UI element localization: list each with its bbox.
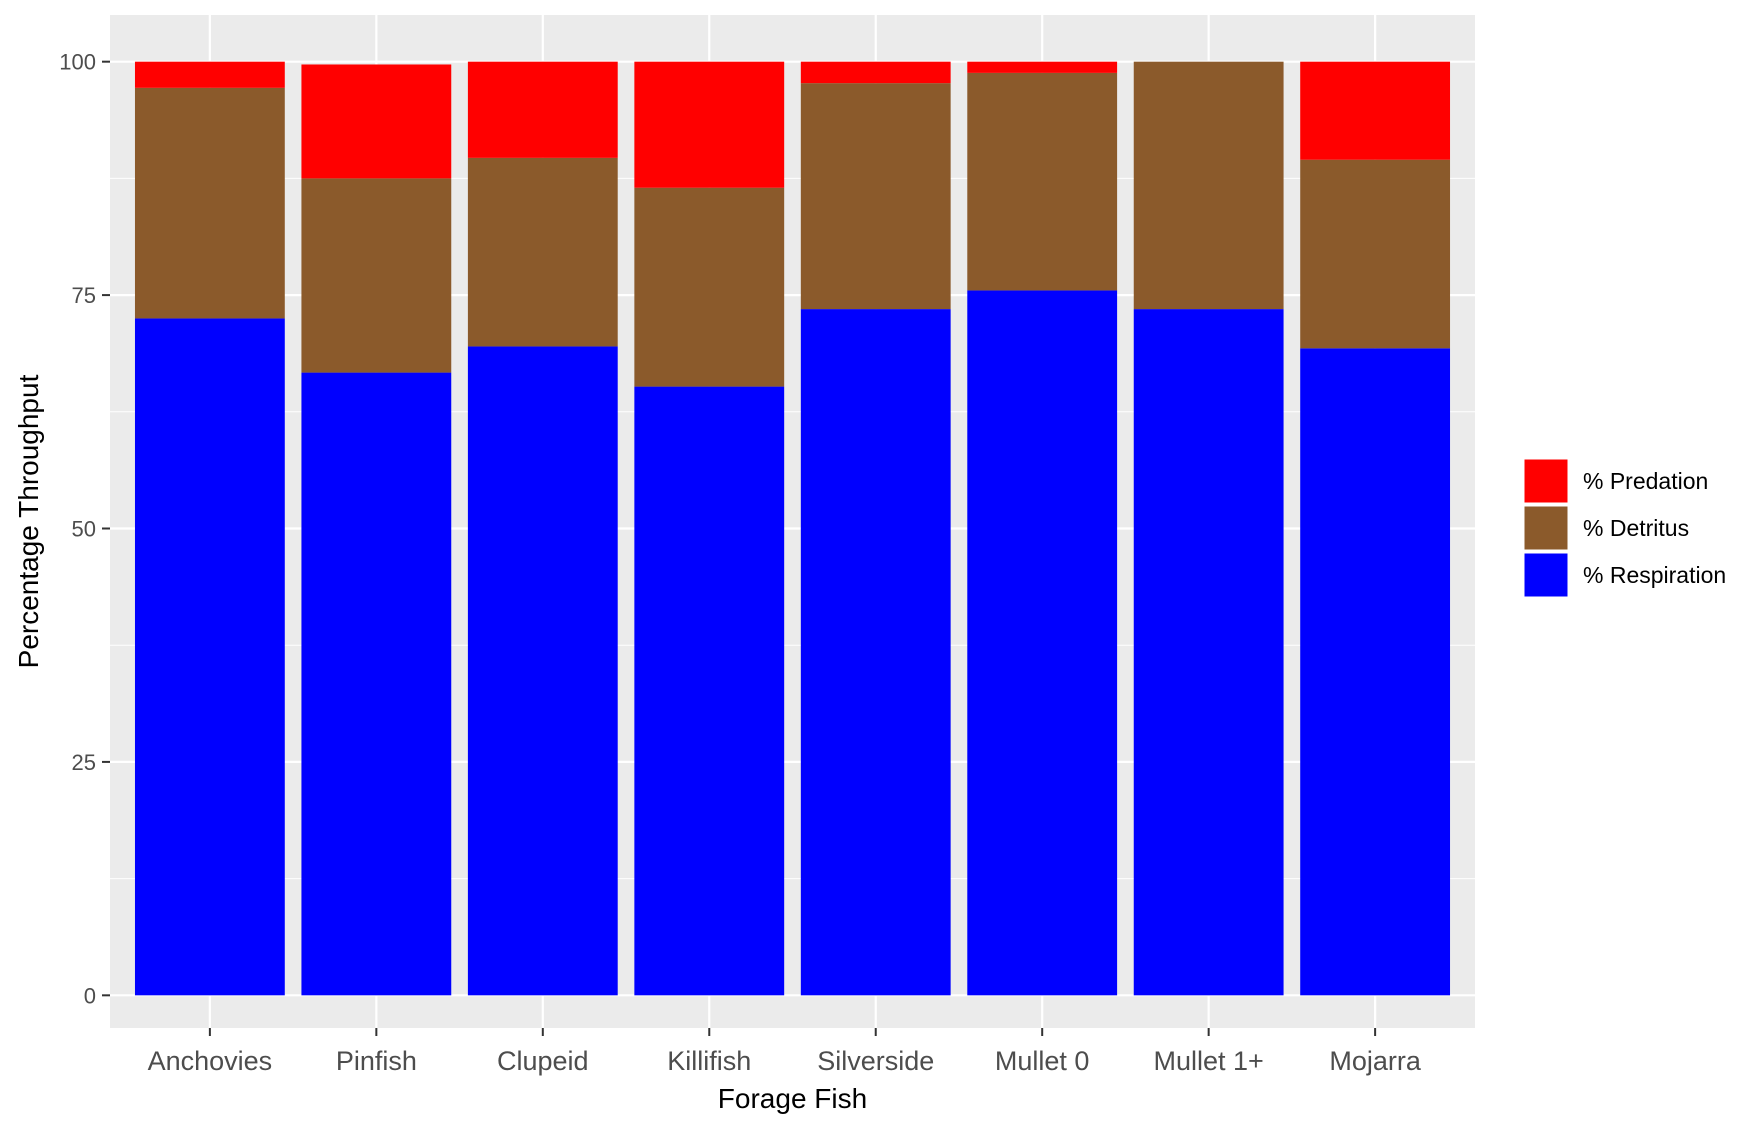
legend-label: % Predation	[1583, 468, 1708, 494]
bar-segment-mullet-0-respiration	[967, 290, 1118, 996]
x-tick-label: Anchovies	[148, 1046, 273, 1076]
bar-segment-mullet-0-predation	[967, 61, 1118, 73]
bar-segment-silverside-predation	[800, 61, 951, 84]
y-tick-label: 0	[84, 983, 96, 1008]
x-tick-label: Mullet 1+	[1154, 1046, 1264, 1076]
bar-segment-pinfish-respiration	[301, 372, 452, 996]
legend-key-predation	[1523, 458, 1569, 504]
bar-segment-anchovies-respiration	[134, 318, 285, 996]
bar-segment-pinfish-detritus	[301, 178, 452, 373]
legend-key-respiration	[1523, 552, 1569, 598]
bar-segment-mullet-1--respiration	[1133, 309, 1284, 996]
bars	[134, 61, 1451, 996]
legend-label: % Respiration	[1583, 562, 1726, 588]
bar-segment-silverside-detritus	[800, 83, 951, 310]
bar-segment-killifish-predation	[634, 61, 785, 188]
bar-segment-mojarra-detritus	[1300, 159, 1451, 349]
bar-segment-killifish-respiration	[634, 386, 785, 996]
y-tick-label: 100	[59, 50, 96, 75]
bar-segment-silverside-respiration	[800, 309, 951, 996]
y-axis-title: Percentage Throughput	[13, 374, 44, 668]
legend-key-detritus	[1523, 505, 1569, 551]
bar-segment-pinfish-predation	[301, 64, 452, 179]
x-tick-label: Mullet 0	[995, 1046, 1090, 1076]
bar-segment-clupeid-predation	[467, 61, 618, 158]
bar-segment-clupeid-detritus	[467, 157, 618, 347]
axes: Anchovies Pinfish Clupeid Killifish Silversi…	[59, 50, 1422, 1076]
y-tick-label: 50	[72, 517, 96, 542]
y-tick-label: 75	[72, 283, 96, 308]
bar-segment-mullet-0-detritus	[967, 72, 1118, 291]
bar-segment-anchovies-detritus	[134, 87, 285, 319]
bar-segment-clupeid-respiration	[467, 346, 618, 996]
y-tick-label: 25	[72, 750, 96, 775]
x-tick-label: Clupeid	[497, 1046, 589, 1076]
bar-segment-anchovies-predation	[134, 61, 285, 88]
bar-segment-mojarra-predation	[1300, 61, 1451, 160]
bar-segment-mullet-1--detritus	[1133, 61, 1284, 310]
x-tick-label: Mojarra	[1329, 1046, 1422, 1076]
x-tick-label: Pinfish	[336, 1046, 417, 1076]
legend: % Predation % Detritus % Respiration	[1523, 458, 1726, 598]
bar-segment-killifish-detritus	[634, 187, 785, 387]
bar-segment-mojarra-respiration	[1300, 348, 1451, 996]
legend-label: % Detritus	[1583, 515, 1689, 541]
x-axis-title: Forage Fish	[718, 1083, 867, 1114]
x-tick-label: Silverside	[817, 1046, 934, 1076]
x-tick-label: Killifish	[667, 1046, 751, 1076]
